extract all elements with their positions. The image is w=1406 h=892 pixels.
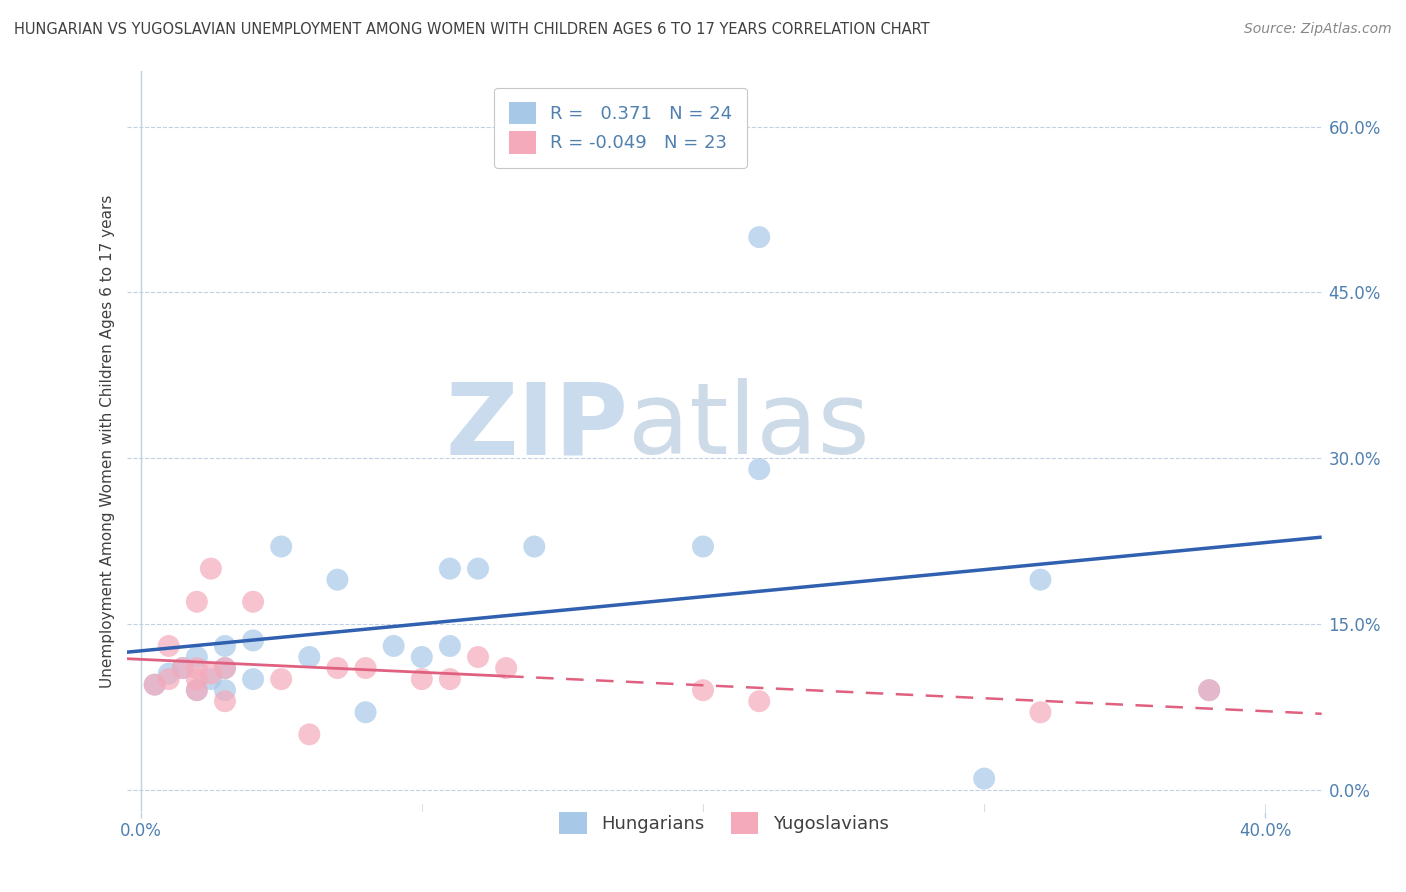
Yugoslavians <box>495 661 517 675</box>
Yugoslavians <box>200 561 222 575</box>
Hungarians <box>143 678 166 692</box>
Yugoslavians <box>186 661 208 675</box>
Yugoslavians <box>157 639 180 653</box>
Yugoslavians <box>692 683 714 698</box>
Yugoslavians <box>143 678 166 692</box>
Yugoslavians <box>172 661 194 675</box>
Y-axis label: Unemployment Among Women with Children Ages 6 to 17 years: Unemployment Among Women with Children A… <box>100 194 115 689</box>
Yugoslavians <box>439 672 461 686</box>
Hungarians <box>214 639 236 653</box>
Hungarians <box>692 540 714 554</box>
Hungarians <box>748 462 770 476</box>
Hungarians <box>242 672 264 686</box>
Yugoslavians <box>326 661 349 675</box>
Yugoslavians <box>157 672 180 686</box>
Yugoslavians <box>411 672 433 686</box>
Hungarians <box>157 666 180 681</box>
Hungarians <box>326 573 349 587</box>
Yugoslavians <box>186 683 208 698</box>
Yugoslavians <box>214 694 236 708</box>
Yugoslavians <box>298 727 321 741</box>
Hungarians <box>214 683 236 698</box>
Hungarians <box>1198 683 1220 698</box>
Yugoslavians <box>1029 706 1052 720</box>
Yugoslavians <box>270 672 292 686</box>
Hungarians <box>200 672 222 686</box>
Hungarians <box>382 639 405 653</box>
Yugoslavians <box>186 672 208 686</box>
Hungarians <box>439 561 461 575</box>
Hungarians <box>411 650 433 665</box>
Hungarians <box>214 661 236 675</box>
Hungarians <box>172 661 194 675</box>
Yugoslavians <box>467 650 489 665</box>
Yugoslavians <box>1198 683 1220 698</box>
Hungarians <box>186 650 208 665</box>
Hungarians <box>748 230 770 244</box>
Yugoslavians <box>748 694 770 708</box>
Hungarians <box>439 639 461 653</box>
Yugoslavians <box>214 661 236 675</box>
Hungarians <box>973 772 995 786</box>
Text: HUNGARIAN VS YUGOSLAVIAN UNEMPLOYMENT AMONG WOMEN WITH CHILDREN AGES 6 TO 17 YEA: HUNGARIAN VS YUGOSLAVIAN UNEMPLOYMENT AM… <box>14 22 929 37</box>
Text: ZIP: ZIP <box>446 378 628 475</box>
Hungarians <box>298 650 321 665</box>
Legend: Hungarians, Yugoslavians: Hungarians, Yugoslavians <box>547 800 901 847</box>
Yugoslavians <box>242 595 264 609</box>
Hungarians <box>242 633 264 648</box>
Yugoslavians <box>200 666 222 681</box>
Text: Source: ZipAtlas.com: Source: ZipAtlas.com <box>1244 22 1392 37</box>
Yugoslavians <box>354 661 377 675</box>
Hungarians <box>186 683 208 698</box>
Hungarians <box>1029 573 1052 587</box>
Hungarians <box>467 561 489 575</box>
Hungarians <box>354 706 377 720</box>
Hungarians <box>270 540 292 554</box>
Hungarians <box>523 540 546 554</box>
Yugoslavians <box>186 595 208 609</box>
Text: atlas: atlas <box>628 378 870 475</box>
